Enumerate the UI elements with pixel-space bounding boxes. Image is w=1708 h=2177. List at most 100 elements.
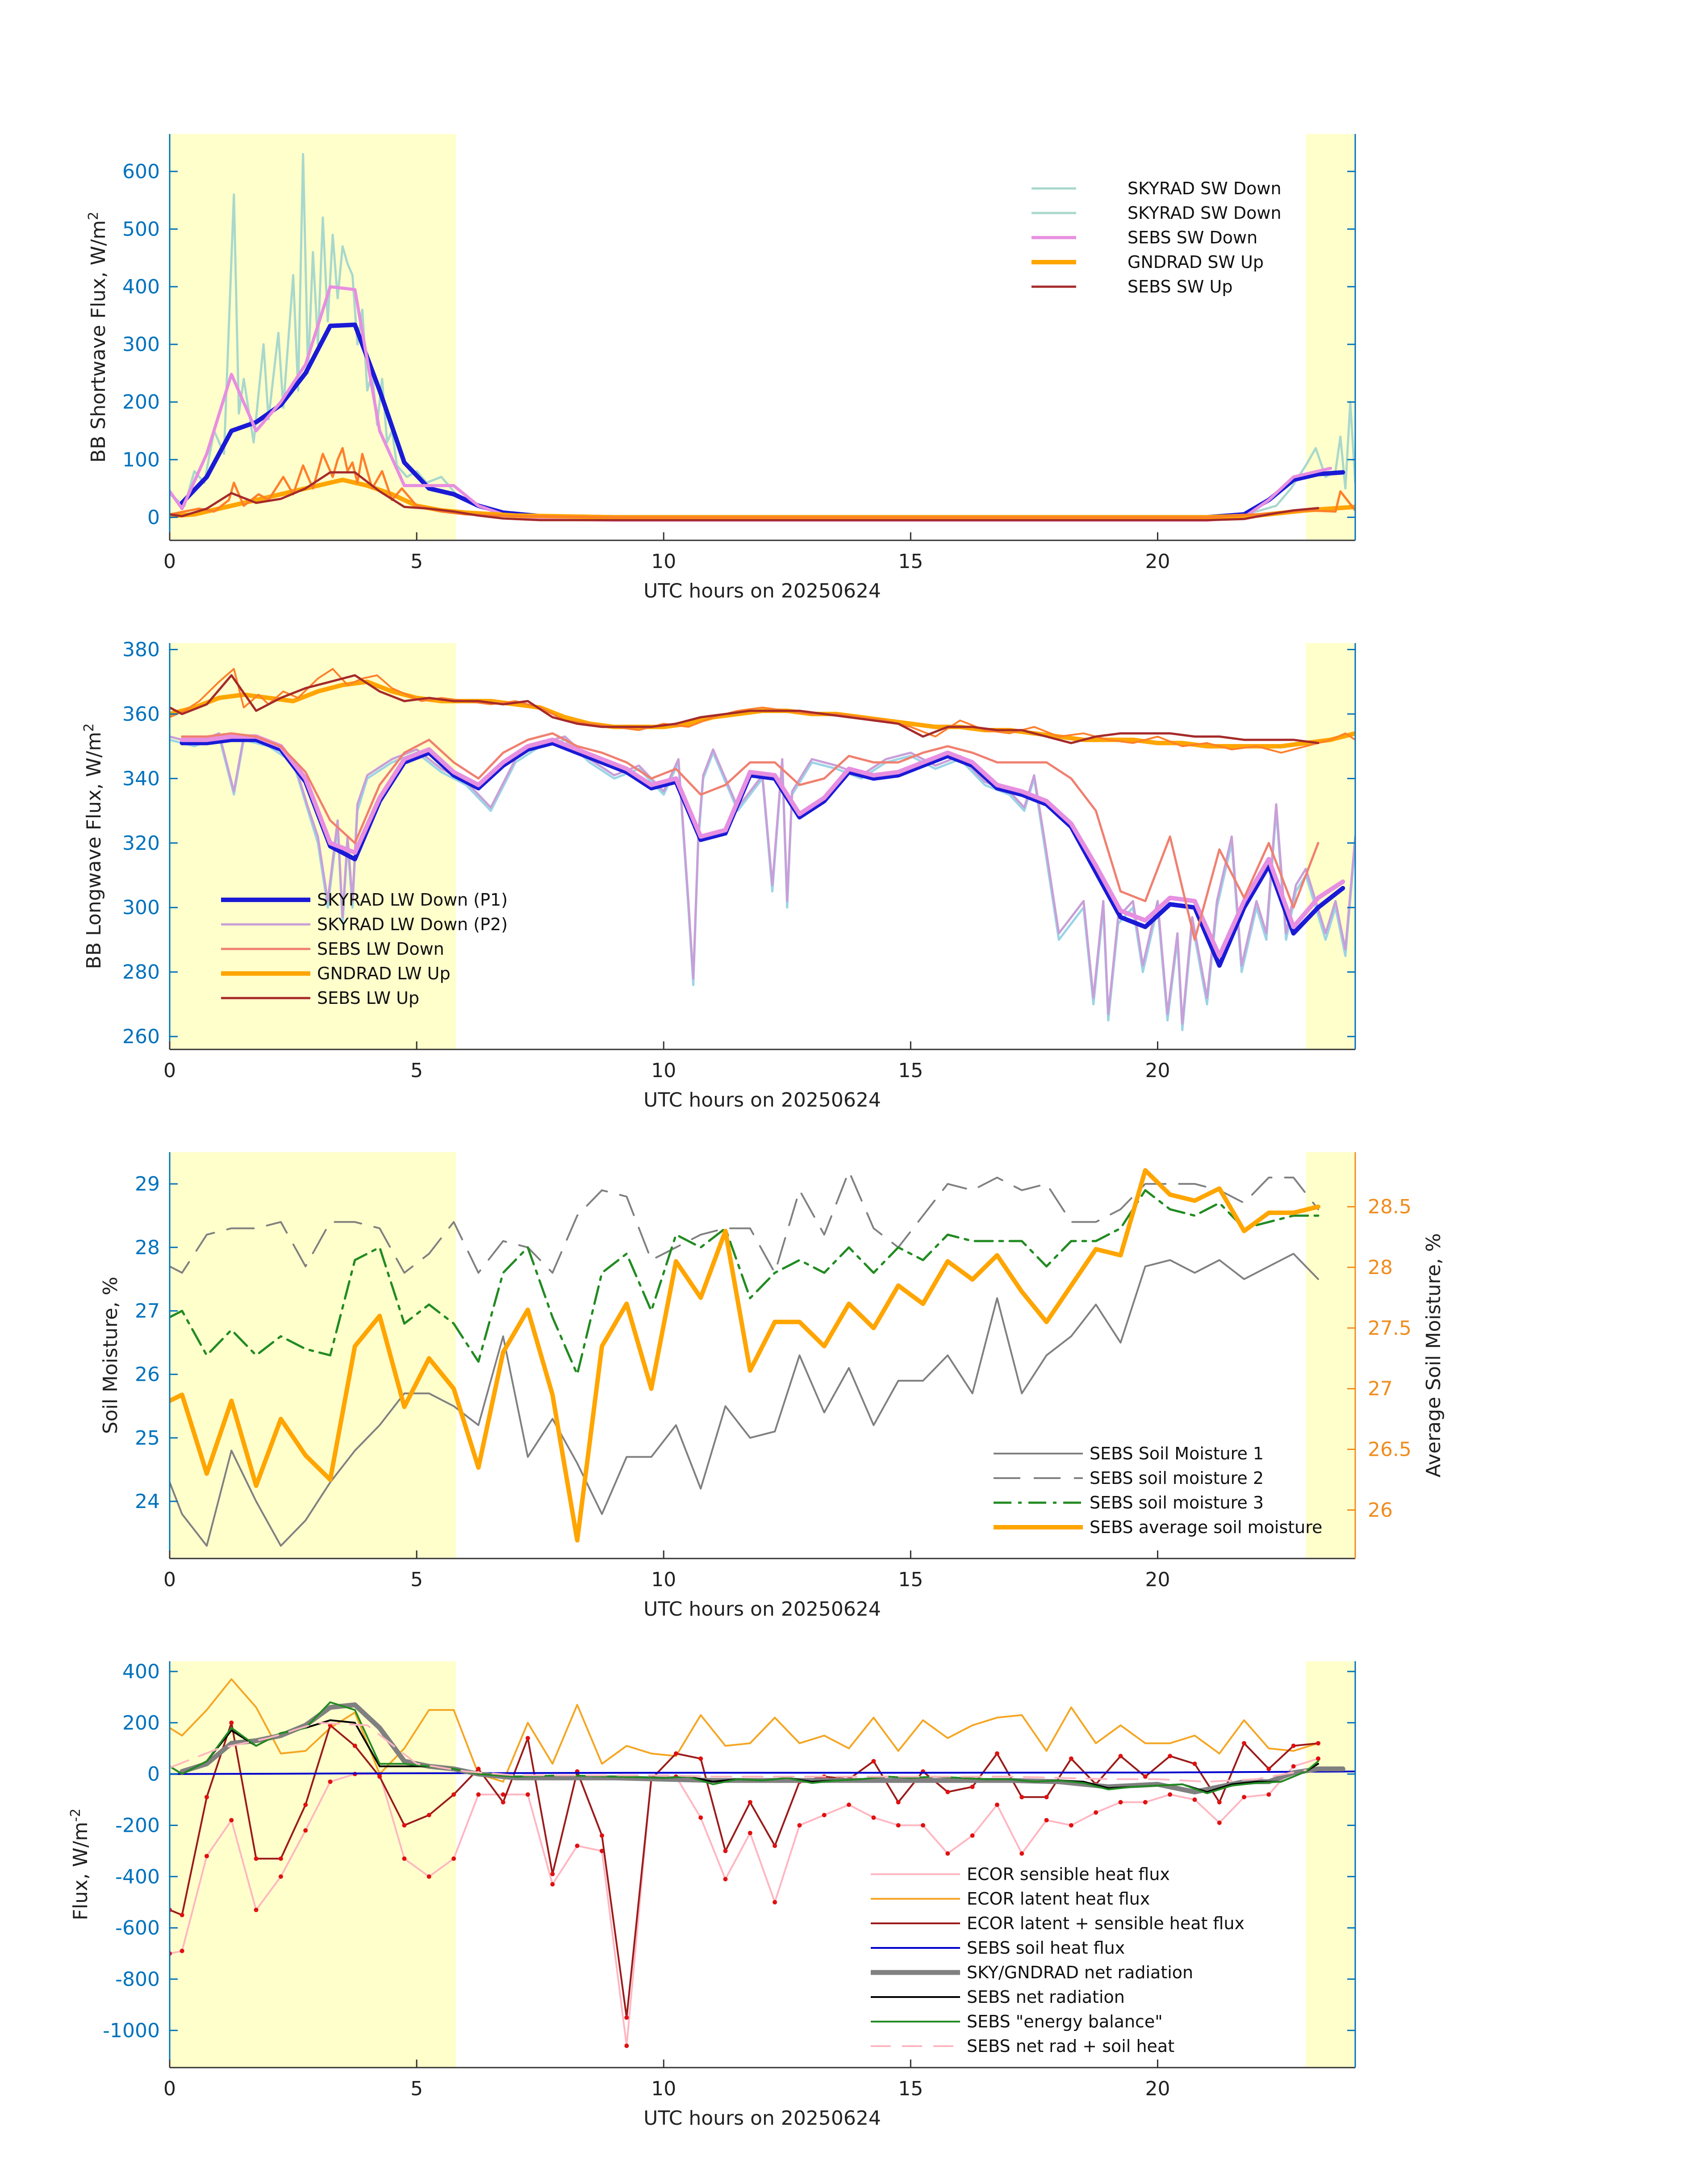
data-point — [994, 1751, 999, 1756]
data-point — [1266, 1792, 1271, 1797]
series-sebs-average-soil-moisture — [170, 1168, 1320, 1543]
x-tick-label: 20 — [1145, 1568, 1170, 1591]
legend-label: ECOR latent heat flux — [967, 1889, 1150, 1909]
legend-label: SEBS SW Up — [1128, 277, 1232, 297]
data-point — [1044, 1795, 1049, 1800]
data-point — [377, 1774, 382, 1779]
data-point — [1217, 1800, 1222, 1805]
axes: 0 5 10 15 20 24 25 26 27 28 29 26 26.5 27 27.5 28 28.5 — [135, 1152, 1412, 1591]
x-axis-label: UTC hours on 20250624 — [643, 580, 881, 602]
legend-label: SEBS Soil Moisture 1 — [1090, 1444, 1264, 1463]
data-point — [945, 1851, 950, 1856]
data-point — [1242, 1795, 1247, 1800]
y-tick-label: 100 — [122, 448, 160, 471]
y-tick-label: 29 — [135, 1173, 160, 1195]
panel-longwave: 0 5 10 15 20 260 280 300 320 340 360 380 UTC hours … — [81, 638, 1356, 1111]
series-ecor-sensible-heat-flux — [170, 1758, 1319, 2047]
series-sebs-soil-moisture-1 — [170, 1253, 1319, 1547]
y-tick-label: -600 — [115, 1917, 160, 1939]
legend: SKYRAD SW Down SKYRAD SW Down SEBS SW Down… — [1031, 179, 1282, 297]
y-tick-label: 600 — [122, 160, 160, 183]
y-tick-label: -200 — [115, 1814, 160, 1837]
data-point — [1019, 1795, 1024, 1800]
series-gndrad-sw-up-raw — [170, 447, 1355, 518]
legend-label: SEBS soil moisture 2 — [1090, 1468, 1264, 1488]
y-tick-label: 200 — [122, 1712, 160, 1734]
legend: ECOR sensible heat flux ECOR latent heat … — [871, 1864, 1244, 2056]
data-point — [575, 1843, 580, 1848]
data-point — [476, 1767, 481, 1772]
x-tick-label: 5 — [410, 550, 423, 573]
legend-label: SKY/GNDRAD net radiation — [967, 1963, 1193, 1982]
data-point — [426, 1813, 431, 1818]
data-point — [1044, 1818, 1049, 1822]
axes: 0 5 10 15 20 260 280 300 320 340 360 380 — [122, 638, 1356, 1082]
legend-label: SEBS soil moisture 3 — [1090, 1493, 1264, 1513]
legend-label: ECOR sensible heat flux — [967, 1864, 1170, 1884]
series-sebs-soil-moisture-2 — [170, 1170, 1319, 1274]
data-point — [773, 1843, 777, 1848]
y-tick-label: -800 — [115, 1968, 160, 1991]
legend-label: SKYRAD LW Down (P2) — [317, 915, 508, 934]
data-point — [1143, 1800, 1148, 1805]
data-point — [1118, 1800, 1123, 1805]
data-point — [624, 2043, 629, 2048]
data-point — [624, 2015, 629, 2020]
data-point — [426, 1874, 431, 1879]
data-point — [698, 1756, 703, 1761]
legend-label: SEBS average soil moisture — [1090, 1517, 1322, 1537]
legend-label: SKYRAD LW Down (P1) — [317, 890, 508, 910]
data-point — [748, 1800, 752, 1805]
data-point — [550, 1882, 555, 1887]
data-point — [1217, 1820, 1222, 1825]
night-shading — [170, 1152, 1355, 1559]
data-point — [1069, 1756, 1073, 1761]
y-axis-label: BB Shortwave Flux, W/m2 — [86, 212, 110, 463]
y-tick-label-right: 26.5 — [1368, 1438, 1412, 1461]
y-tick-label-right: 28 — [1368, 1256, 1393, 1279]
data-point — [599, 1833, 604, 1838]
x-tick-label: 10 — [651, 2077, 676, 2100]
series-sebs-net-rad-soil-heat — [170, 1722, 1307, 1783]
data-point — [550, 1872, 555, 1876]
night-shade-band-1 — [1306, 643, 1355, 1049]
y-tick-label: 26 — [135, 1363, 160, 1386]
data-point — [698, 1815, 703, 1820]
x-tick-label: 20 — [1145, 1059, 1170, 1082]
y-tick-label: 0 — [147, 1763, 160, 1786]
y-tick-label: 340 — [122, 767, 160, 790]
data-point — [970, 1784, 975, 1789]
data-point — [1094, 1810, 1098, 1815]
night-shading — [170, 1661, 1355, 2068]
y-tick-label: 27 — [135, 1300, 160, 1322]
data-point — [1168, 1792, 1173, 1797]
data-point — [501, 1792, 505, 1797]
legend: SEBS Soil Moisture 1 SEBS soil moisture 2… — [994, 1444, 1322, 1537]
panel-soil-moisture: 0 5 10 15 20 24 25 26 27 28 29 26 26.5 27 27.5 28 28.5 U… — [99, 1152, 1445, 1621]
data-point — [1316, 1756, 1321, 1761]
data-point — [1143, 1774, 1148, 1779]
x-tick-label: 0 — [163, 550, 176, 573]
data-point — [476, 1792, 481, 1797]
x-tick-label: 10 — [651, 550, 676, 573]
night-shade-band-1 — [1306, 1661, 1355, 2068]
data-point — [921, 1823, 926, 1828]
data-point — [970, 1833, 975, 1838]
series-ecor-latent-heat-flux — [170, 1678, 1319, 1783]
data-point — [1316, 1741, 1321, 1746]
y-tick-label: -1000 — [103, 2019, 160, 2042]
x-axis-label: UTC hours on 20250624 — [643, 1089, 881, 1111]
series-layer — [170, 1168, 1320, 1547]
y-tick-label: 28 — [135, 1236, 160, 1259]
x-tick-label: 15 — [898, 2077, 923, 2100]
x-tick-label: 5 — [410, 1059, 423, 1082]
y-tick-label: 260 — [122, 1025, 160, 1048]
data-point — [278, 1856, 283, 1861]
series-skyrad-lw-down-p2 — [170, 732, 1355, 1025]
data-point — [180, 1948, 184, 1953]
data-point — [303, 1828, 308, 1833]
data-point — [303, 1802, 308, 1807]
legend-label: SEBS SW Down — [1128, 228, 1257, 247]
data-point — [896, 1823, 901, 1828]
